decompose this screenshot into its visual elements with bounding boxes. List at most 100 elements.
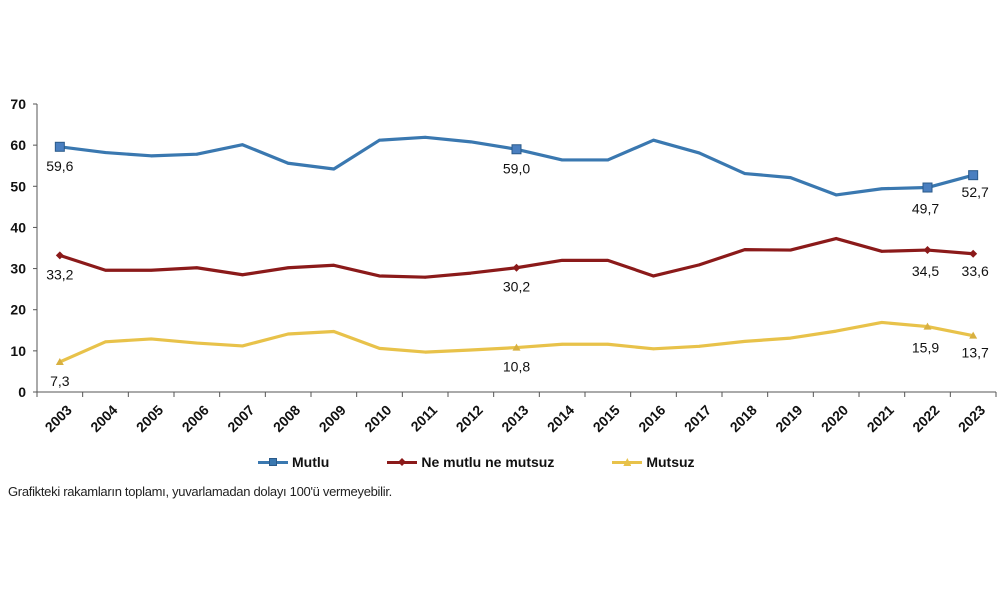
y-tick-label: 40 bbox=[10, 219, 26, 235]
x-tick-label: 2006 bbox=[179, 402, 212, 435]
data-point-mutsuz bbox=[834, 329, 838, 333]
y-tick-label: 10 bbox=[10, 343, 26, 359]
data-point-ne-mutlu-ne-mutsuz bbox=[834, 237, 838, 240]
legend-label: Ne mutlu ne mutsuz bbox=[421, 454, 555, 470]
data-point-mutlu bbox=[149, 154, 153, 158]
marker-mutlu bbox=[511, 144, 522, 155]
legend-label: Mutsuz bbox=[646, 454, 695, 470]
x-tick-label: 2009 bbox=[316, 402, 349, 435]
data-point-mutlu bbox=[195, 152, 199, 156]
data-point-mutsuz bbox=[195, 341, 199, 345]
data-point-ne-mutlu-ne-mutsuz bbox=[652, 274, 655, 278]
x-tick-label: 2016 bbox=[635, 402, 668, 435]
marker-ne-mutlu-ne-mutsuz bbox=[969, 249, 978, 258]
data-point-mutsuz bbox=[743, 339, 747, 343]
data-point-mutsuz bbox=[880, 321, 884, 324]
data-point-mutlu bbox=[104, 151, 107, 154]
data-point-mutsuz bbox=[241, 344, 244, 348]
data-point-mutlu bbox=[880, 187, 884, 191]
data-label-mutsuz: 7,3 bbox=[50, 373, 70, 389]
data-point-mutlu bbox=[378, 138, 381, 142]
data-point-mutsuz bbox=[332, 330, 336, 333]
data-labels: 59,6 59,0 49,7 52,7 33,2 30,2 34,5 33,6 7,3 10,8 1… bbox=[46, 158, 989, 389]
x-tick-label: 2020 bbox=[818, 402, 851, 435]
data-label-mutlu: 59,6 bbox=[46, 158, 73, 174]
marker-mutlu bbox=[922, 182, 933, 193]
data-label-mutsuz: 15,9 bbox=[912, 340, 939, 356]
y-tick-label: 20 bbox=[10, 302, 26, 318]
data-point-ne-mutlu-ne-mutsuz bbox=[286, 266, 290, 270]
data-label-mutsuz: 10,8 bbox=[503, 359, 530, 375]
x-tick-label: 2021 bbox=[864, 402, 897, 435]
x-tick-label: 2008 bbox=[270, 402, 303, 435]
y-tick-label: 50 bbox=[10, 178, 26, 194]
marker-mutsuz bbox=[55, 357, 64, 365]
data-point-mutsuz bbox=[286, 332, 290, 336]
marker-mutlu bbox=[54, 141, 65, 152]
legend-item-ne-mutlu-ne-mutsuz: Ne mutlu ne mutsuz bbox=[387, 454, 554, 470]
legend-label: Mutlu bbox=[292, 454, 330, 470]
data-label-ne-mutlu-ne-mutsuz: 33,2 bbox=[46, 266, 73, 282]
x-tick-label: 2019 bbox=[772, 402, 805, 435]
legend: Mutlu Ne mutlu ne mutsuz Mutsuz bbox=[258, 454, 695, 470]
x-tick-label: 2015 bbox=[590, 402, 623, 435]
data-point-mutlu bbox=[423, 135, 427, 139]
data-point-ne-mutlu-ne-mutsuz bbox=[149, 268, 153, 272]
x-tick-label: 2017 bbox=[681, 402, 714, 435]
data-point-mutlu bbox=[286, 161, 290, 165]
x-tick-label: 2010 bbox=[361, 402, 394, 435]
data-point-ne-mutlu-ne-mutsuz bbox=[378, 274, 381, 278]
data-point-mutlu bbox=[606, 158, 610, 162]
marker-mutsuz bbox=[923, 322, 932, 330]
data-point-mutlu bbox=[241, 143, 244, 147]
x-tick-label: 2012 bbox=[453, 402, 486, 435]
data-point-mutsuz bbox=[560, 342, 564, 346]
data-point-ne-mutlu-ne-mutsuz bbox=[743, 248, 747, 252]
data-point-ne-mutlu-ne-mutsuz bbox=[469, 271, 473, 275]
data-point-mutlu bbox=[834, 193, 838, 197]
y-tick-label: 30 bbox=[10, 261, 26, 277]
data-point-mutsuz bbox=[378, 346, 381, 350]
x-tick-label: 2014 bbox=[544, 402, 577, 435]
legend-item-mutsuz: Mutsuz bbox=[612, 454, 695, 470]
data-point-mutsuz bbox=[469, 348, 473, 352]
data-point-mutsuz bbox=[104, 340, 107, 344]
data-point-mutsuz bbox=[652, 347, 655, 351]
legend-swatch-ne-mutlu-ne-mutsuz bbox=[387, 456, 418, 468]
data-point-ne-mutlu-ne-mutsuz bbox=[880, 249, 884, 253]
data-label-ne-mutlu-ne-mutsuz: 33,6 bbox=[962, 263, 989, 279]
data-point-ne-mutlu-ne-mutsuz bbox=[332, 263, 336, 267]
data-label-mutlu: 49,7 bbox=[912, 201, 939, 217]
data-label-ne-mutlu-ne-mutsuz: 34,5 bbox=[912, 263, 939, 279]
x-tick-label: 2005 bbox=[133, 402, 166, 435]
data-point-mutsuz bbox=[423, 350, 427, 354]
data-label-ne-mutlu-ne-mutsuz: 30,2 bbox=[503, 279, 530, 295]
marker-ne-mutlu-ne-mutsuz bbox=[512, 263, 521, 272]
legend-swatch-mutsuz bbox=[612, 456, 643, 468]
data-point-mutlu bbox=[789, 176, 792, 180]
marker-mutlu bbox=[968, 170, 979, 181]
data-point-mutsuz bbox=[149, 337, 153, 341]
data-label-mutlu: 52,7 bbox=[962, 184, 989, 200]
data-point-mutlu bbox=[332, 167, 336, 171]
legend-swatch-mutlu bbox=[258, 456, 288, 468]
data-point-mutlu bbox=[652, 138, 655, 142]
data-point-mutsuz bbox=[606, 342, 610, 346]
data-label-mutlu: 59,0 bbox=[503, 160, 530, 176]
data-point-ne-mutlu-ne-mutsuz bbox=[195, 266, 199, 270]
x-tick-label: 2007 bbox=[224, 402, 257, 435]
x-tick-label: 2018 bbox=[727, 402, 760, 435]
legend-item-mutlu: Mutlu bbox=[258, 454, 329, 470]
data-point-ne-mutlu-ne-mutsuz bbox=[423, 275, 427, 279]
x-tick-label: 2013 bbox=[498, 402, 531, 435]
data-point-ne-mutlu-ne-mutsuz bbox=[789, 248, 792, 252]
data-point-mutlu bbox=[469, 140, 473, 144]
data-point-ne-mutlu-ne-mutsuz bbox=[241, 273, 244, 277]
marker-ne-mutlu-ne-mutsuz bbox=[923, 246, 932, 255]
marker-mutsuz bbox=[512, 343, 521, 351]
marker-mutsuz bbox=[969, 331, 978, 339]
x-tick-label: 2003 bbox=[42, 402, 75, 435]
marker-ne-mutlu-ne-mutsuz bbox=[55, 251, 64, 260]
data-point-mutsuz bbox=[789, 336, 792, 340]
data-point-ne-mutlu-ne-mutsuz bbox=[104, 268, 107, 272]
